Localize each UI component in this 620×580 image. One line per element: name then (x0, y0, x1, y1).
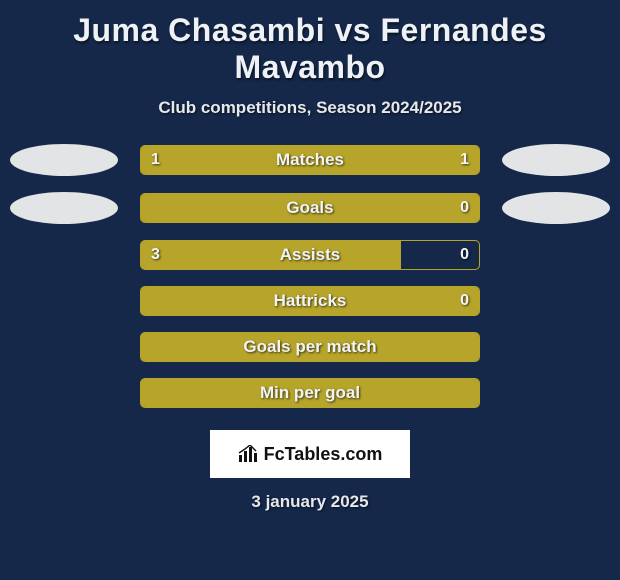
bar-fill-left (141, 333, 479, 361)
stat-row: 30Assists (0, 240, 620, 270)
source-logo: FcTables.com (210, 430, 410, 478)
page-title: Juma Chasambi vs Fernandes Mavambo (0, 0, 620, 90)
player-marker-left (10, 144, 118, 176)
stat-bar: Goals per match (140, 332, 480, 362)
player-marker-right (502, 144, 610, 176)
stat-row: 0Goals (0, 192, 620, 224)
player-marker-right (502, 192, 610, 224)
stat-row: 11Matches (0, 144, 620, 176)
stat-bar: 11Matches (140, 145, 480, 175)
stat-bar: 0Hattricks (140, 286, 480, 316)
logo-text: FcTables.com (264, 444, 383, 465)
comparison-rows: 11Matches 0Goals 30Assists 0Hattricks Goals … (0, 144, 620, 408)
stat-row: Goals per match (0, 332, 620, 362)
bar-fill-left (141, 241, 401, 269)
stat-bar: 30Assists (140, 240, 480, 270)
bar-fill-left (141, 287, 479, 315)
player-marker-left (10, 192, 118, 224)
stat-bar: 0Goals (140, 193, 480, 223)
stat-value-right: 0 (460, 246, 469, 264)
bar-fill-right (310, 146, 479, 174)
bar-fill-left (141, 194, 479, 222)
stat-bar: Min per goal (140, 378, 480, 408)
bar-fill-left (141, 379, 479, 407)
bar-fill-left (141, 146, 310, 174)
date-label: 3 january 2025 (0, 492, 620, 512)
subtitle: Club competitions, Season 2024/2025 (0, 98, 620, 118)
stat-row: Min per goal (0, 378, 620, 408)
chart-icon (238, 445, 260, 463)
stat-row: 0Hattricks (0, 286, 620, 316)
